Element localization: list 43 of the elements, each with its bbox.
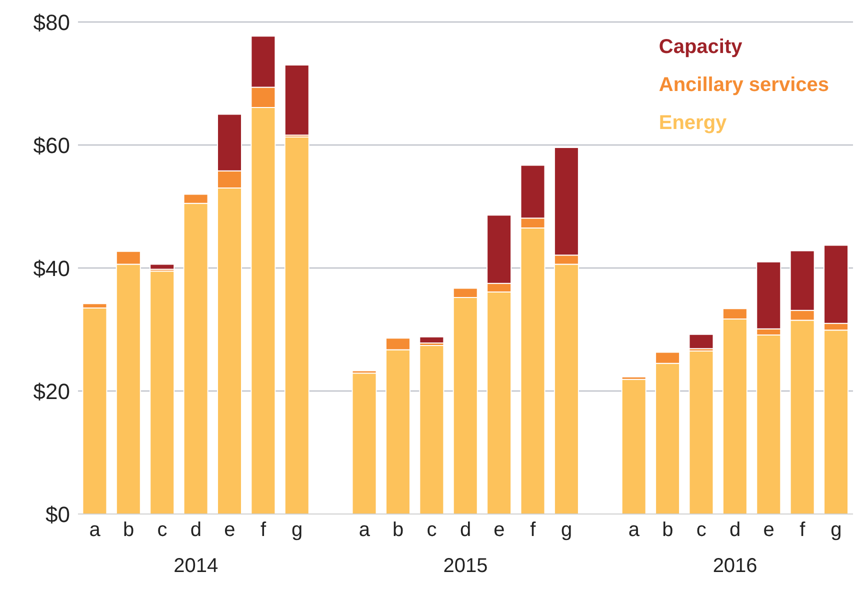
x-tick-label: e [763,519,774,542]
bar [352,372,377,514]
text: Ancillary services [658,73,829,98]
text: 2015 [443,555,488,578]
x-tick-label: e [224,519,236,542]
bar [419,336,444,344]
x-tick-label: b [122,519,134,542]
y-tick-label: $80 [33,10,70,35]
bar [688,350,714,514]
bar [82,307,108,514]
y-tick-label: $60 [33,132,70,158]
bar [419,344,444,514]
text: 2016 [712,555,758,578]
y-tick-label: $40 [33,256,70,281]
x-tick-label: d [730,519,741,542]
x-tick-label: d [460,519,472,542]
x-tick-label: c [157,519,168,542]
x-tick-label: a [358,519,371,542]
y-tick-label: $0 [46,502,70,527]
x-tick-label: f [260,519,267,542]
y-tick-label: $20 [33,378,70,404]
x-tick-label: g [830,519,842,542]
x-tick-label: f [800,519,806,542]
x-tick-label: b [662,519,674,542]
bar [284,136,310,514]
x-tick-label: e [494,519,505,542]
text: Energy [658,111,728,136]
x-tick-label: c [426,519,437,542]
x-tick-label: f [530,519,536,542]
bar [284,64,310,136]
x-tick-label: a [89,519,102,542]
bar [150,264,175,270]
text: 2014 [174,555,218,578]
x-tick-label: b [392,519,404,542]
x-tick-label: g [561,519,572,542]
bar [621,378,646,514]
bar [150,270,175,514]
bar [688,334,714,350]
text: Capacity [658,35,744,60]
x-tick-label: a [628,519,640,542]
x-tick-label: c [696,519,706,542]
x-tick-label: d [190,519,202,542]
x-tick-label: g [291,519,303,542]
